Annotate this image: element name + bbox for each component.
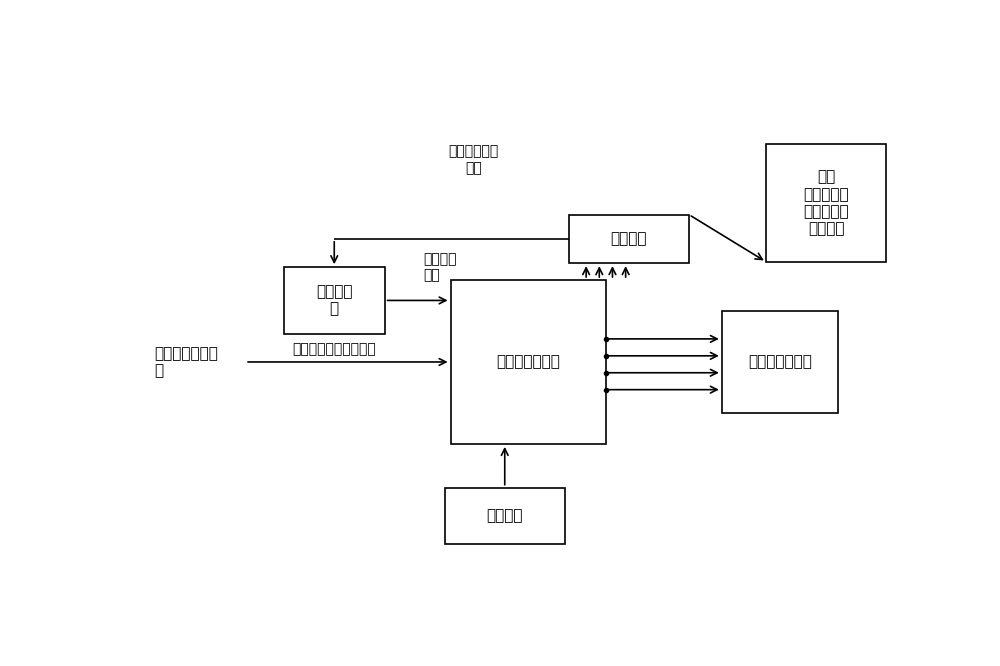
Text: 中控处理
器: 中控处理 器 [316, 284, 352, 316]
Text: 本振光源: 本振光源 [486, 508, 523, 523]
Bar [722, 310, 838, 413]
Text: 功率增益上报
电压: 功率增益上报 电压 [449, 145, 499, 174]
Bar [569, 214, 689, 263]
Bar [766, 144, 886, 262]
Text: 接收端输入光信
号: 接收端输入光信 号 [154, 346, 218, 378]
Text: 检测
集成相干接
收机输出的
电压幅度: 检测 集成相干接 收机输出的 电压幅度 [804, 169, 849, 236]
Text: 数字信号处理器: 数字信号处理器 [748, 354, 812, 370]
Text: 集成相干接收机: 集成相干接收机 [496, 354, 560, 370]
Bar [284, 267, 385, 334]
Text: 目标设置
电压: 目标设置 电压 [423, 252, 457, 282]
Text: 自动增益闭环控制环路: 自动增益闭环控制环路 [292, 342, 376, 356]
Text: 检波电路: 检波电路 [610, 231, 647, 246]
Bar [445, 488, 565, 544]
Bar [451, 280, 606, 444]
